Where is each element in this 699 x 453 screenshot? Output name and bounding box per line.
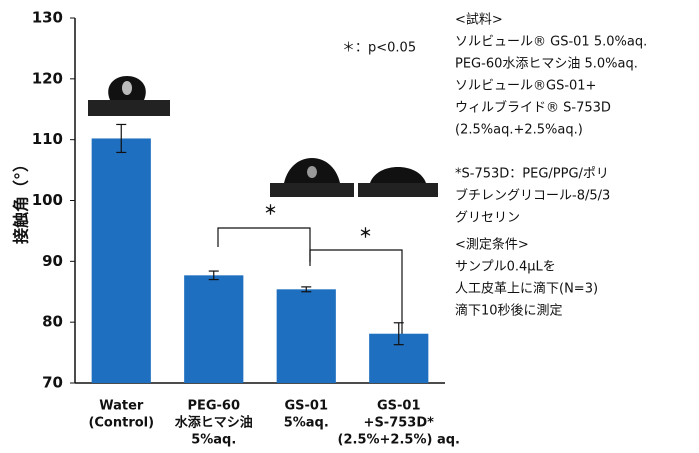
x-tick-label: (Control) bbox=[88, 416, 154, 431]
x-tick-label: 5%aq. bbox=[191, 433, 236, 448]
x-tick-label: (2.5%+2.5%) aq. bbox=[338, 433, 460, 448]
note-line: 滴下10秒後に測定 bbox=[455, 303, 563, 319]
y-axis-label: 接触角（°） bbox=[12, 156, 31, 244]
significance-mark: ＊ bbox=[359, 227, 372, 242]
note-line: <測定条件> bbox=[455, 237, 529, 253]
note-line: グリセリン bbox=[455, 211, 520, 226]
note-line: ブチレングリコール-8/5/3 bbox=[455, 188, 610, 204]
bar bbox=[276, 289, 336, 383]
note-line: サンプル0.4μLを bbox=[455, 260, 556, 275]
note-line: ソルビュール® GS-01 5.0%aq. bbox=[455, 35, 647, 50]
x-tick-label: PEG-60 bbox=[187, 399, 240, 414]
y-tick-label: 70 bbox=[42, 374, 63, 392]
note-line: (2.5%aq.+2.5%aq.) bbox=[455, 123, 583, 138]
note-line: <試料> bbox=[455, 12, 503, 28]
note-line: 人工皮革上に滴下(N=3) bbox=[455, 281, 598, 297]
y-tick-label: 80 bbox=[42, 313, 63, 331]
y-tick-label: 100 bbox=[32, 191, 63, 209]
y-tick-label: 110 bbox=[32, 130, 63, 148]
note-line: *S-753D：PEG/PPG/ポリ bbox=[455, 167, 609, 182]
x-tick-label: GS-01 bbox=[377, 399, 421, 414]
droplet-images bbox=[88, 76, 438, 197]
significance-mark: ＊ bbox=[264, 204, 277, 219]
x-tick-label: Water bbox=[99, 399, 144, 414]
x-tick-label: GS-01 bbox=[284, 399, 328, 414]
significance-brackets bbox=[217, 227, 403, 338]
error-bar bbox=[208, 270, 219, 281]
bar bbox=[91, 138, 151, 383]
significance-note: ＊：p<0.05 bbox=[342, 41, 416, 56]
x-tick-label: 5%aq. bbox=[284, 416, 329, 431]
error-bar bbox=[116, 123, 127, 154]
bar bbox=[184, 275, 244, 383]
error-bar bbox=[393, 322, 404, 346]
x-tick-label: +S-753D* bbox=[364, 416, 435, 431]
note-line: PEG-60水添ヒマシ油 5.0%aq. bbox=[455, 57, 638, 72]
x-tick-label: 水添ヒマシ油 bbox=[175, 415, 253, 431]
note-line: ソルビュール®GS-01+ bbox=[455, 79, 596, 94]
y-tick-label: 130 bbox=[32, 9, 63, 27]
y-tick-label: 120 bbox=[32, 69, 63, 87]
error-bar bbox=[301, 286, 312, 293]
y-tick-label: 90 bbox=[42, 252, 63, 270]
note-line: ウィルブライド® S-753D bbox=[455, 100, 611, 116]
